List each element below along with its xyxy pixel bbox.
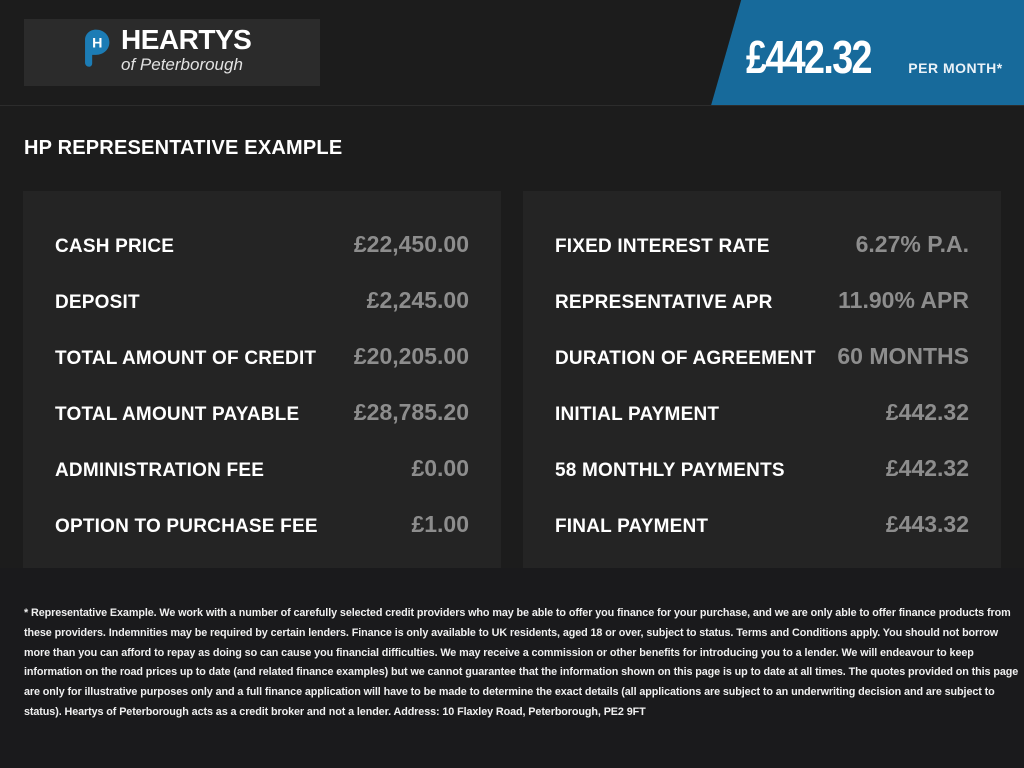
svg-text:H: H: [92, 35, 102, 51]
